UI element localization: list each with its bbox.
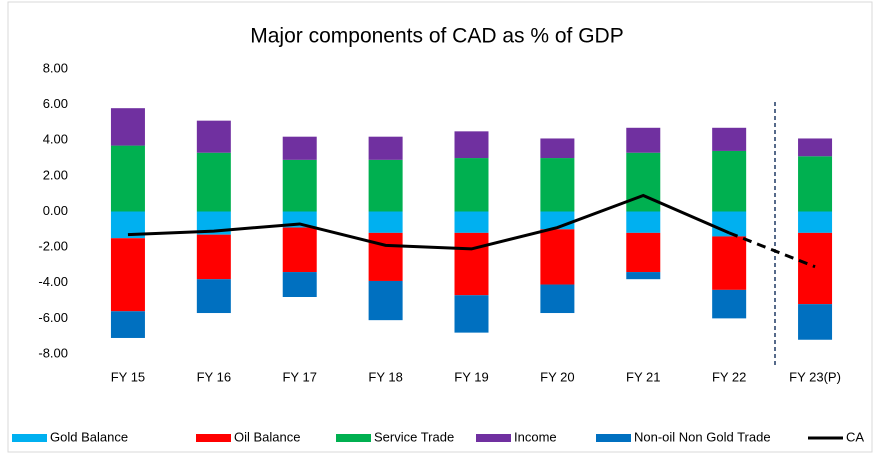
bar-segment	[540, 158, 575, 212]
bar-segment	[540, 284, 575, 314]
bar-segment	[110, 311, 145, 338]
line-series	[127, 193, 730, 251]
bar-segment	[712, 236, 747, 290]
y-tick-label: 8.00	[43, 60, 68, 75]
y-tick-label: -2.00	[38, 239, 68, 254]
bar-segment	[712, 127, 747, 151]
x-tick-label: FY 19	[454, 369, 488, 384]
y-tick-label: 2.00	[43, 167, 68, 182]
line-series-projected	[728, 231, 816, 269]
bar-segment	[798, 211, 833, 233]
bar-segment	[368, 136, 403, 160]
legend-swatch	[336, 434, 371, 442]
y-tick-label: -8.00	[38, 345, 68, 360]
x-tick-label: FY 20	[540, 369, 574, 384]
x-tick-label: FY 23(P)	[789, 369, 841, 384]
bar-segment	[798, 304, 833, 340]
bar-segment	[798, 156, 833, 212]
bar-segment	[454, 158, 489, 212]
x-tick-label: FY 16	[197, 369, 231, 384]
chart-title: Major components of CAD as % of GDP	[250, 25, 623, 48]
bar-segment	[282, 159, 317, 212]
y-tick-label: 0.00	[43, 203, 68, 218]
bar-segment	[196, 152, 231, 212]
bar-segment	[196, 211, 231, 235]
bar-segment	[454, 131, 489, 159]
x-tick-label: FY 15	[111, 369, 145, 384]
legend-label: Gold Balance	[50, 429, 128, 444]
x-tick-label: FY 22	[712, 369, 746, 384]
legend-label: Oil Balance	[234, 429, 300, 444]
bar-segment	[282, 227, 317, 273]
bar-segment	[626, 232, 661, 273]
bar-segment	[626, 152, 661, 212]
legend-swatch	[12, 434, 47, 442]
bar-segment	[196, 279, 231, 314]
bar-segment	[626, 272, 661, 280]
bar-segment	[712, 150, 747, 212]
y-tick-label: 6.00	[43, 96, 68, 111]
bar-segment	[110, 108, 145, 146]
y-tick-label: -4.00	[38, 274, 68, 289]
bar-segment	[196, 234, 231, 280]
bar-segment	[110, 145, 145, 212]
bar-segment	[196, 120, 231, 153]
legend-label: Service Trade	[374, 429, 454, 444]
x-tick-label: FY 21	[626, 369, 660, 384]
bar-segment	[282, 136, 317, 160]
bar-segment	[454, 295, 489, 333]
bar-segment	[454, 211, 489, 233]
bar-segment	[798, 232, 833, 305]
bar-segment	[368, 232, 403, 281]
bar-segment	[110, 238, 145, 312]
legend-swatch	[476, 434, 511, 442]
legend-label: Income	[514, 429, 557, 444]
legend-label: CA	[846, 429, 864, 444]
bar-segment	[626, 127, 661, 153]
bar-segment	[540, 138, 575, 159]
legend-label: Non-oil Non Gold Trade	[634, 429, 771, 444]
bar-segment	[282, 272, 317, 297]
legend-swatch	[596, 434, 631, 442]
bar-segment	[540, 229, 575, 285]
bar-segment	[798, 138, 833, 157]
x-tick-label: FY 18	[368, 369, 402, 384]
legend-swatch	[196, 434, 231, 442]
bar-segment	[368, 211, 403, 233]
x-tick-label: FY 17	[282, 369, 316, 384]
bar-segment	[454, 232, 489, 296]
bar-segment	[626, 211, 661, 233]
y-tick-label: -6.00	[38, 310, 68, 325]
bar-segment	[368, 159, 403, 212]
bar-segment	[368, 280, 403, 321]
y-tick-label: 4.00	[43, 132, 68, 147]
bar-segment	[712, 289, 747, 319]
